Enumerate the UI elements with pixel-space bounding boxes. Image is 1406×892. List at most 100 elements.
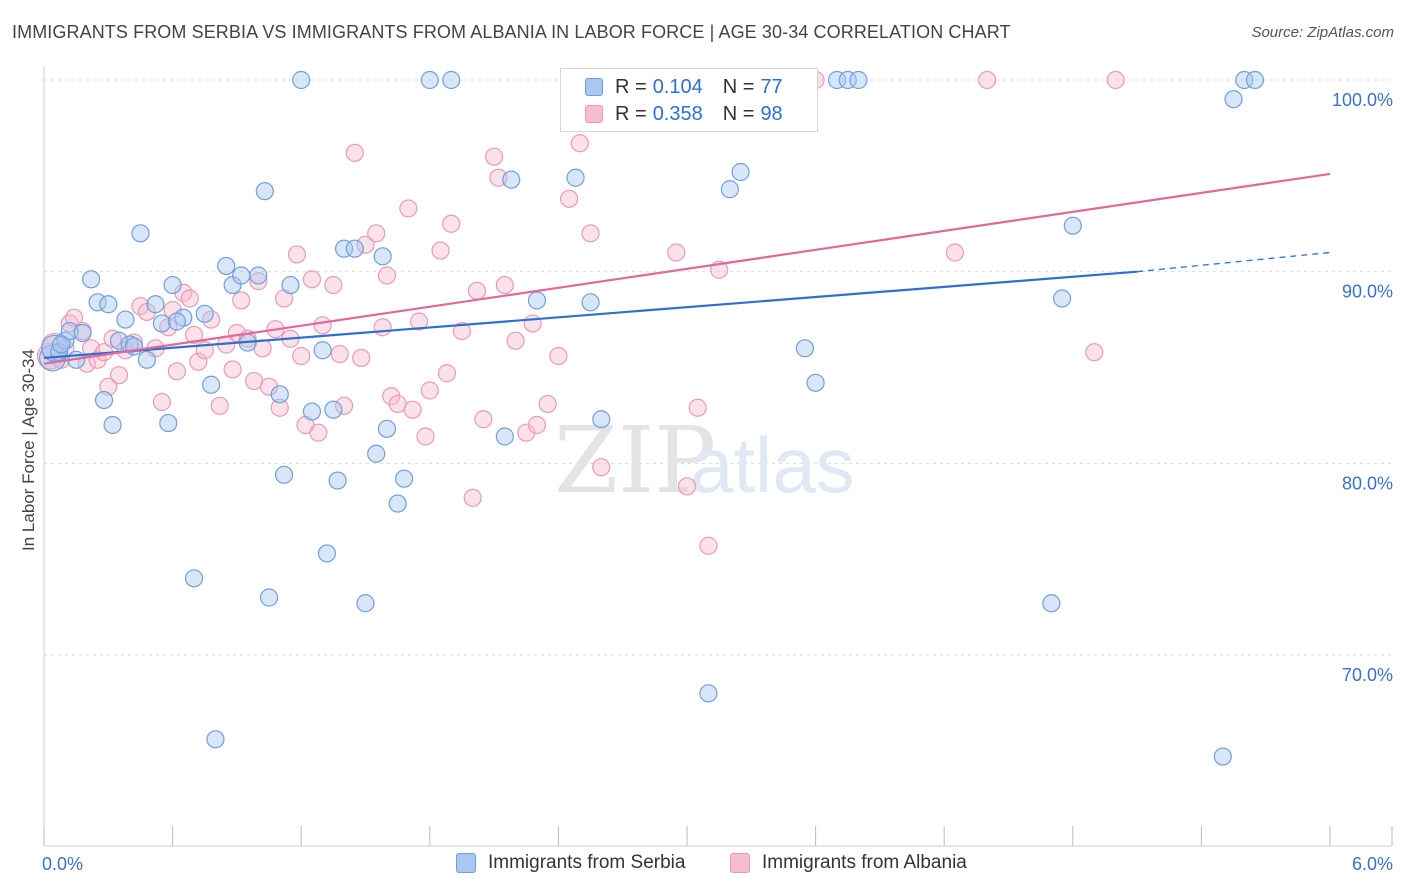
trend-line-serbia xyxy=(43,270,1138,360)
x-tick-label-0: 0.0% xyxy=(42,854,83,874)
point-serbia-69 xyxy=(1224,90,1243,109)
point-albania-67 xyxy=(442,214,461,233)
point-albania-68 xyxy=(452,321,472,341)
point-serbia-10 xyxy=(103,415,122,435)
point-serbia-71 xyxy=(1245,70,1265,90)
point-serbia-50 xyxy=(495,427,514,446)
axes xyxy=(43,66,1393,847)
point-serbia-57 xyxy=(699,684,718,703)
point-albania-40 xyxy=(270,398,289,417)
trend-line-albania xyxy=(43,172,1331,365)
legend-albania-n-value: 98 xyxy=(760,102,783,125)
point-albania-74 xyxy=(495,275,514,295)
stats-legend: R = 0.104 N = 77 R = 0.358 N = 98 xyxy=(560,68,818,132)
point-albania-94 xyxy=(945,243,965,262)
point-albania-47 xyxy=(309,423,328,442)
point-albania-46 xyxy=(302,270,322,289)
point-albania-70 xyxy=(467,281,487,300)
point-albania-77 xyxy=(523,314,542,333)
point-albania-65 xyxy=(431,241,450,260)
point-serbia-63 xyxy=(838,70,857,90)
point-serbia-59 xyxy=(731,162,750,182)
point-albania-86 xyxy=(667,243,686,262)
point-serbia-53 xyxy=(566,168,585,187)
series-legend-swatch-serbia xyxy=(456,853,476,873)
point-serbia-37 xyxy=(317,544,337,563)
point-serbia-47 xyxy=(394,469,414,488)
series-legend-albania: Immigrants from Albania xyxy=(730,852,967,874)
point-albania-13 xyxy=(109,366,129,385)
trend-lines xyxy=(43,172,1331,365)
point-serbia-32 xyxy=(274,465,294,484)
point-serbia-44 xyxy=(373,247,392,266)
point-albania-62 xyxy=(409,312,429,331)
point-serbia-70 xyxy=(1235,70,1254,90)
point-serbia-21 xyxy=(184,569,204,588)
point-serbia-62 xyxy=(827,70,847,90)
point-albania-25 xyxy=(184,325,204,345)
point-albania-81 xyxy=(560,189,579,208)
point-serbia-60 xyxy=(795,339,814,358)
point-serbia-45 xyxy=(377,419,397,438)
point-albania-80 xyxy=(549,346,568,366)
legend-albania-r-label: R = xyxy=(615,102,647,125)
point-serbia-17 xyxy=(152,314,171,333)
y-tick-label-3: 100.0% xyxy=(1332,90,1393,110)
point-serbia-43 xyxy=(367,444,386,463)
point-serbia-36 xyxy=(313,341,332,360)
point-serbia-64 xyxy=(849,70,868,90)
point-serbia-52 xyxy=(527,291,547,310)
point-serbia-46 xyxy=(388,494,407,513)
point-albania-31 xyxy=(223,360,242,379)
point-albania-43 xyxy=(287,245,307,264)
point-albania-24 xyxy=(180,289,199,308)
point-serbia-18 xyxy=(159,413,178,433)
point-albania-5 xyxy=(64,308,84,327)
point-albania-60 xyxy=(399,199,418,218)
point-serbia-39 xyxy=(328,471,347,490)
point-albania-79 xyxy=(538,394,557,414)
point-serbia-72 xyxy=(52,335,71,354)
point-serbia-40 xyxy=(334,239,354,258)
point-serbia-23 xyxy=(202,375,221,394)
point-albania-50 xyxy=(330,344,349,364)
legend-swatch-albania xyxy=(585,105,603,123)
point-albania-71 xyxy=(474,410,493,429)
point-albania-63 xyxy=(416,427,435,446)
point-serbia-54 xyxy=(581,293,600,312)
point-albania-49 xyxy=(324,275,343,295)
point-serbia-25 xyxy=(217,256,236,276)
point-albania-88 xyxy=(688,398,707,417)
watermark-atlas: atlas xyxy=(690,421,855,509)
point-serbia-22 xyxy=(195,304,214,323)
point-serbia-38 xyxy=(324,400,343,419)
point-serbia-58 xyxy=(720,180,739,199)
point-albania-96 xyxy=(1085,343,1104,362)
point-albania-57 xyxy=(377,266,397,285)
y-axis-label: In Labor Force | Age 30-34 xyxy=(19,349,38,551)
point-albania-56 xyxy=(373,318,392,337)
legend-swatch-serbia xyxy=(585,78,603,96)
point-serbia-34 xyxy=(292,70,311,90)
point-serbia-68 xyxy=(1213,747,1232,766)
legend-row-serbia: R = 0.104 N = 77 xyxy=(585,75,783,99)
legend-serbia-n-label: N = xyxy=(722,75,755,98)
point-albania-82 xyxy=(570,134,589,153)
point-serbia-15 xyxy=(137,350,156,369)
series-albania-points xyxy=(36,70,1125,555)
point-albania-54 xyxy=(356,235,375,254)
trend-line-serbia-extension xyxy=(1137,251,1331,273)
point-serbia-31 xyxy=(270,385,289,404)
watermark-zip: ZIP xyxy=(554,407,716,514)
series-legend-serbia: Immigrants from Serbia xyxy=(456,852,685,874)
source-label: Source: ZipAtlas.com xyxy=(1251,24,1394,41)
point-serbia-41 xyxy=(345,239,364,258)
point-albania-12 xyxy=(103,329,122,348)
point-serbia-73 xyxy=(73,323,92,343)
point-albania-75 xyxy=(506,331,525,350)
point-serbia-75 xyxy=(167,312,186,331)
point-albania-78 xyxy=(527,415,547,435)
point-albania-29 xyxy=(210,396,229,415)
point-albania-95 xyxy=(977,70,997,90)
